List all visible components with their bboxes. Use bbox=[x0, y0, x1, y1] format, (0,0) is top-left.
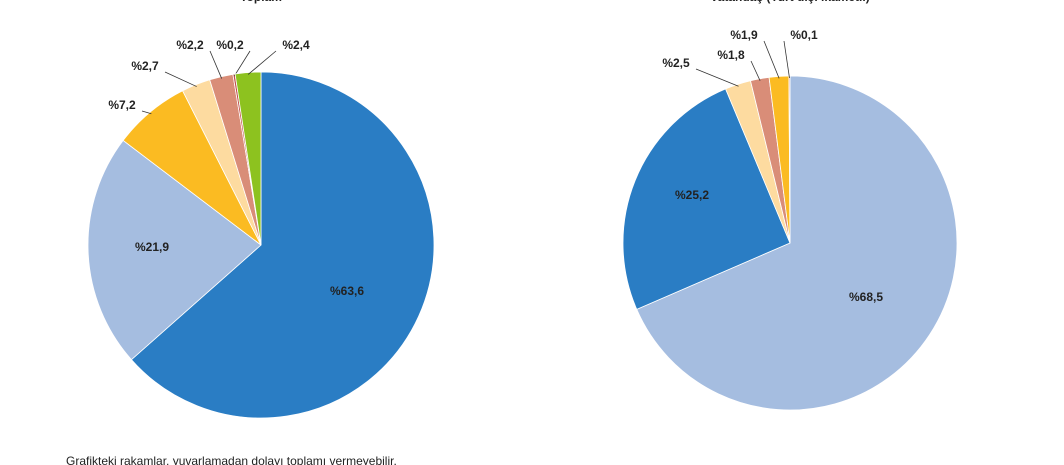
data-label: %63,6 bbox=[330, 284, 364, 298]
data-label: %2,2 bbox=[176, 38, 204, 52]
chart-title: Toplam bbox=[240, 0, 282, 4]
pie-slice bbox=[87, 139, 262, 361]
leader-line bbox=[763, 40, 780, 79]
leader-line bbox=[164, 71, 197, 87]
pie-slice bbox=[130, 71, 435, 419]
leader-line bbox=[695, 68, 739, 87]
data-label: %7,2 bbox=[108, 98, 136, 112]
data-label: %0,1 bbox=[790, 28, 818, 42]
data-label: %0,2 bbox=[216, 38, 244, 52]
leader-line bbox=[233, 50, 251, 77]
data-label: %1,9 bbox=[730, 28, 758, 42]
data-label: %21,9 bbox=[135, 240, 169, 254]
footnote: Grafikteki rakamlar, yuvarlamadan dolayı… bbox=[66, 454, 397, 465]
leader-line bbox=[247, 50, 277, 75]
pie-slice bbox=[636, 75, 958, 411]
leader-line bbox=[209, 50, 223, 79]
chart-title: Vatandaş (Yurt dışı ikametli) bbox=[710, 0, 869, 4]
leader-line bbox=[750, 60, 761, 81]
data-label: %68,5 bbox=[849, 290, 883, 304]
pie-slice bbox=[234, 71, 262, 246]
data-label: %2,4 bbox=[282, 38, 310, 52]
leader-line bbox=[783, 40, 790, 79]
leader-line bbox=[141, 110, 152, 115]
data-label: %25,2 bbox=[675, 188, 709, 202]
data-label: %1,8 bbox=[717, 48, 745, 62]
data-label: %2,7 bbox=[131, 59, 159, 73]
data-label: %2,5 bbox=[662, 56, 690, 70]
